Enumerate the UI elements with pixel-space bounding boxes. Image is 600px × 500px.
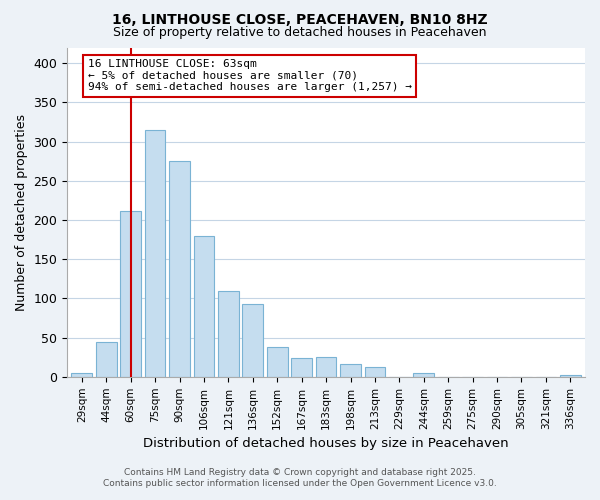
Bar <box>291 358 312 377</box>
Bar <box>71 373 92 377</box>
Y-axis label: Number of detached properties: Number of detached properties <box>15 114 28 310</box>
Bar <box>145 130 166 377</box>
Bar <box>340 364 361 377</box>
Bar <box>169 161 190 377</box>
Bar <box>242 304 263 377</box>
Text: Size of property relative to detached houses in Peacehaven: Size of property relative to detached ho… <box>113 26 487 39</box>
Bar <box>316 357 337 377</box>
Bar <box>365 366 385 377</box>
Bar <box>218 290 239 377</box>
Bar <box>267 347 287 377</box>
Bar <box>194 236 214 377</box>
Text: 16, LINTHOUSE CLOSE, PEACEHAVEN, BN10 8HZ: 16, LINTHOUSE CLOSE, PEACEHAVEN, BN10 8H… <box>112 12 488 26</box>
Text: Contains HM Land Registry data © Crown copyright and database right 2025.
Contai: Contains HM Land Registry data © Crown c… <box>103 468 497 487</box>
Bar <box>560 376 581 377</box>
Bar <box>96 342 116 377</box>
X-axis label: Distribution of detached houses by size in Peacehaven: Distribution of detached houses by size … <box>143 437 509 450</box>
Text: 16 LINTHOUSE CLOSE: 63sqm
← 5% of detached houses are smaller (70)
94% of semi-d: 16 LINTHOUSE CLOSE: 63sqm ← 5% of detach… <box>88 60 412 92</box>
Bar <box>413 373 434 377</box>
Bar <box>120 210 141 377</box>
